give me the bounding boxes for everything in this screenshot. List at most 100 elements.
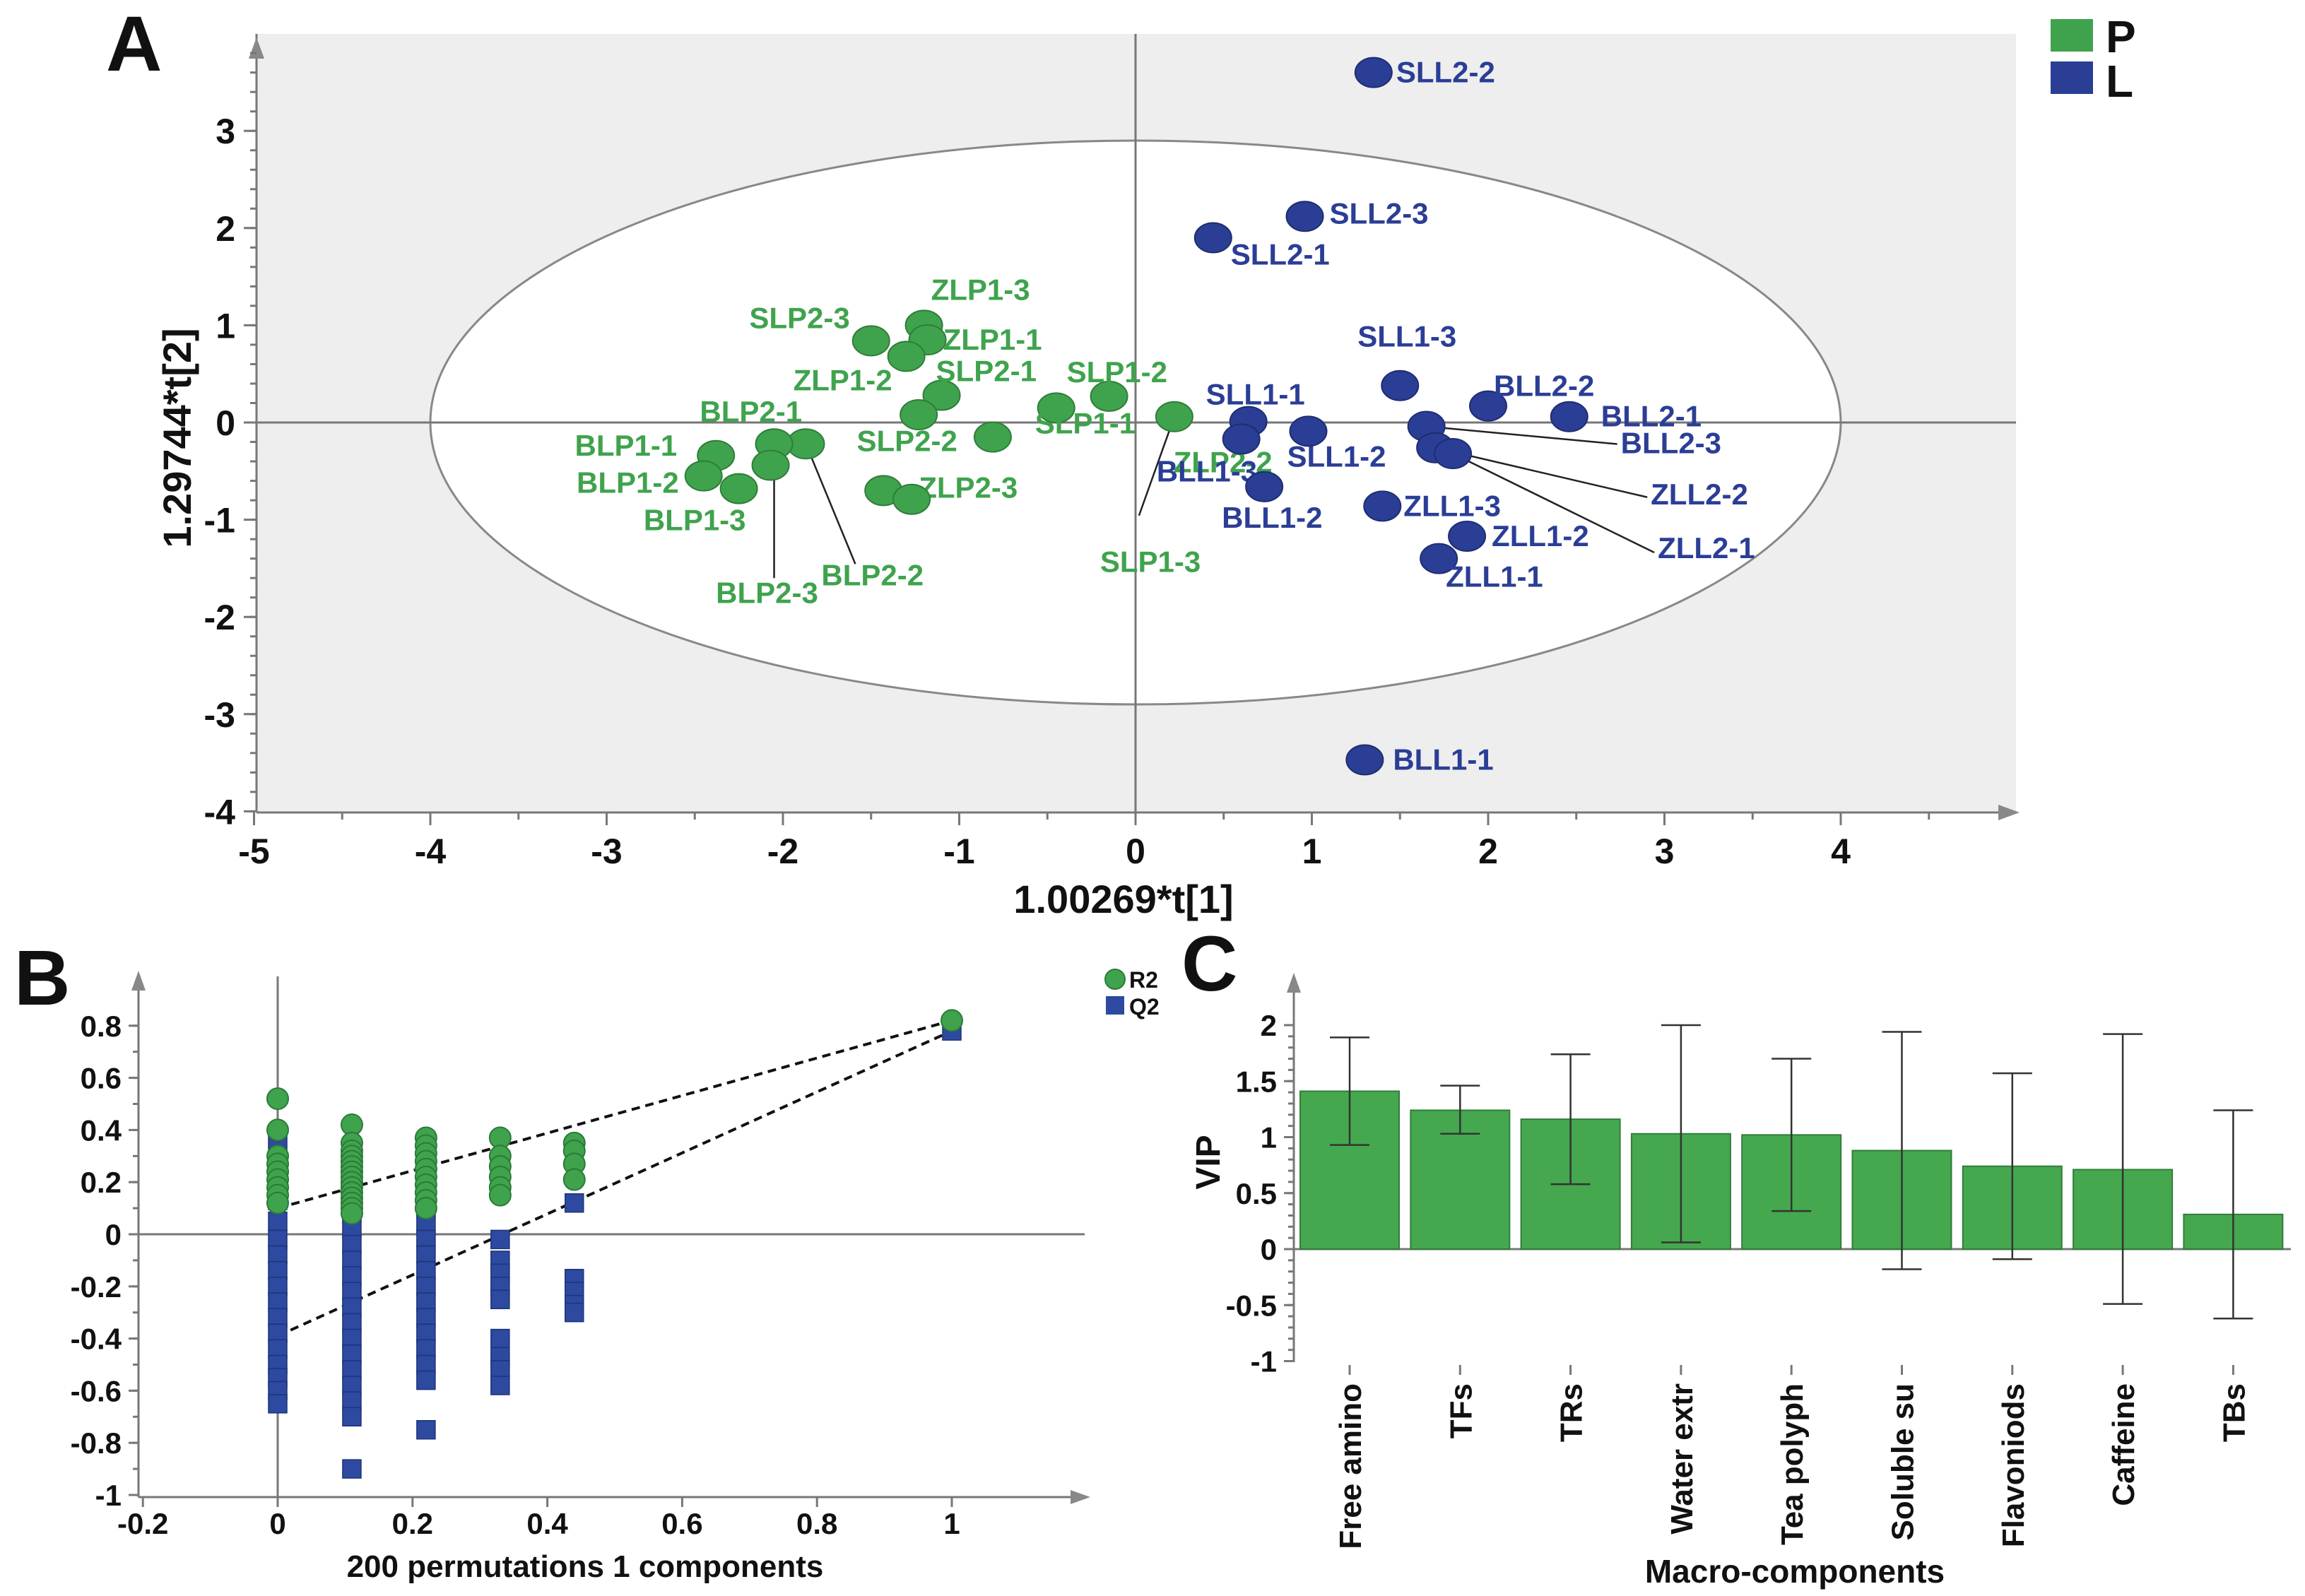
q2-point (416, 1370, 436, 1390)
leader-line (1426, 425, 1617, 445)
point-label: SLL1-2 (1287, 439, 1386, 473)
y-tick-label: 0.2 (81, 1166, 122, 1199)
point-p (1037, 392, 1075, 424)
q2-point (490, 1328, 510, 1349)
y-tick-label: 0.5 (1236, 1177, 1277, 1210)
category-label: TRs (1555, 1383, 1589, 1442)
point-p (1090, 380, 1128, 412)
x-tick-label: 0 (269, 1507, 285, 1540)
y-tick-label: -3 (204, 695, 235, 735)
y-tick-label: 3 (216, 112, 235, 151)
point-label: SLP2-1 (936, 354, 1037, 387)
point-label: BLL2-3 (1621, 427, 1721, 460)
y-tick-label: 0 (1261, 1233, 1277, 1266)
point-label: SLP2-2 (857, 425, 957, 458)
point-p (851, 325, 890, 357)
point-l (1222, 423, 1261, 455)
y-tick-label: -1 (95, 1479, 122, 1512)
point-l (1434, 438, 1473, 470)
x-tick-label: 1 (1302, 832, 1322, 871)
point-l (1245, 471, 1284, 502)
point-label: BLL2-1 (1601, 400, 1702, 433)
point-label: ZLP1-3 (931, 273, 1030, 306)
q2-point (565, 1302, 584, 1323)
point-l (1285, 201, 1324, 232)
y-tick-label: 1 (1261, 1121, 1277, 1154)
point-label: BLP1-2 (577, 466, 679, 500)
point-p (892, 483, 931, 515)
category-label: Caffeine (2106, 1383, 2141, 1506)
point-l (1345, 744, 1384, 776)
y-tick-label: -0.2 (71, 1270, 122, 1304)
y-tick-label: -4 (204, 792, 236, 832)
x-axis-label-b: 200 permutations 1 components (347, 1549, 824, 1584)
x-tick-label: 1 (943, 1507, 960, 1540)
x-tick-label: 2 (1478, 832, 1498, 871)
r2-point (488, 1183, 512, 1207)
legend-label-q2: Q2 (1129, 994, 1160, 1019)
point-label: ZLP2-3 (919, 471, 1018, 504)
point-l (1193, 222, 1232, 254)
legend-marker-r2 (1104, 969, 1126, 990)
x-axis-arrow (1998, 805, 2020, 820)
y-tick-label: 2 (1261, 1009, 1277, 1042)
r2-point (266, 1118, 289, 1142)
y-axis-arrow (131, 971, 146, 991)
panel-b-permutation-plot: B -0.2 0 0.2 0.4 0.6 0.8 1 -1 -0.8 -0.6 -0.4 -0.2 0 0… (14, 935, 1160, 1584)
y-tick-label: -1 (1251, 1345, 1277, 1378)
y-tick-label: -0.8 (71, 1426, 122, 1460)
y-axis-label-a: 1.29744*t[2] (155, 328, 199, 548)
category-label: Soluble su (1886, 1383, 1921, 1540)
x-tick-label: 0 (1126, 832, 1145, 871)
x-tick-label: 0.6 (661, 1507, 702, 1540)
panel-letter-a: A (106, 1, 162, 88)
y-tick-label: 0.4 (81, 1113, 122, 1147)
y-axis-arrow (1287, 973, 1301, 993)
q2-point (416, 1420, 436, 1440)
point-p (900, 398, 938, 430)
panel-letter-b: B (14, 935, 70, 1022)
x-tick-label: 3 (1655, 832, 1675, 871)
y-tick-label: 1 (216, 306, 235, 345)
panel-c-vip-bar-chart: C -1 -0.5 0 0.5 1 1.5 2 Free amino TFs TRs Water … (1181, 921, 2291, 1590)
r2-point (266, 1191, 289, 1214)
point-label: ZLP1-1 (943, 323, 1042, 356)
point-l (1469, 390, 1507, 422)
legend-label-p: P (2106, 11, 2136, 62)
point-label: BLL1-2 (1222, 501, 1322, 534)
point-label: ZLP1-2 (794, 363, 892, 396)
y-tick-label: -0.4 (71, 1323, 122, 1356)
x-tick-label: 4 (1831, 832, 1851, 871)
point-p (887, 341, 926, 372)
x-tick-label: -2 (767, 832, 798, 871)
r2-point (941, 1009, 963, 1032)
category-label: TFs (1444, 1383, 1478, 1438)
y-tick-label: -2 (204, 598, 235, 637)
point-label: SLL1-3 (1357, 320, 1456, 353)
q2-point (268, 1211, 288, 1231)
point-label: BLP1-3 (644, 504, 746, 537)
y-tick-label: -1 (204, 501, 235, 540)
x-tick-label: 0.2 (392, 1507, 433, 1540)
y-axis-label-c: VIP (1190, 1135, 1227, 1189)
point-p (1155, 401, 1193, 432)
legend-swatch-p (2051, 19, 2093, 52)
q2-point (268, 1394, 288, 1414)
y-tick-label: 0 (105, 1218, 122, 1251)
panel-letter-c: C (1181, 921, 1237, 1007)
point-label: SLP1-1 (1035, 406, 1136, 439)
q2-point (490, 1289, 510, 1309)
x-tick-label: -1 (943, 832, 974, 871)
point-label: BLP2-1 (700, 395, 802, 428)
y-tick-label: -0.5 (1226, 1289, 1277, 1322)
q2-point (565, 1193, 584, 1213)
point-label: BLL1-3 (1157, 454, 1257, 487)
legend-swatch-l (2051, 61, 2093, 94)
legend-marker-q2 (1106, 996, 1124, 1015)
regression-line-q2 (277, 1029, 953, 1337)
point-l (1448, 520, 1487, 552)
point-l (1363, 490, 1402, 522)
category-label: Free amino (1333, 1383, 1368, 1549)
